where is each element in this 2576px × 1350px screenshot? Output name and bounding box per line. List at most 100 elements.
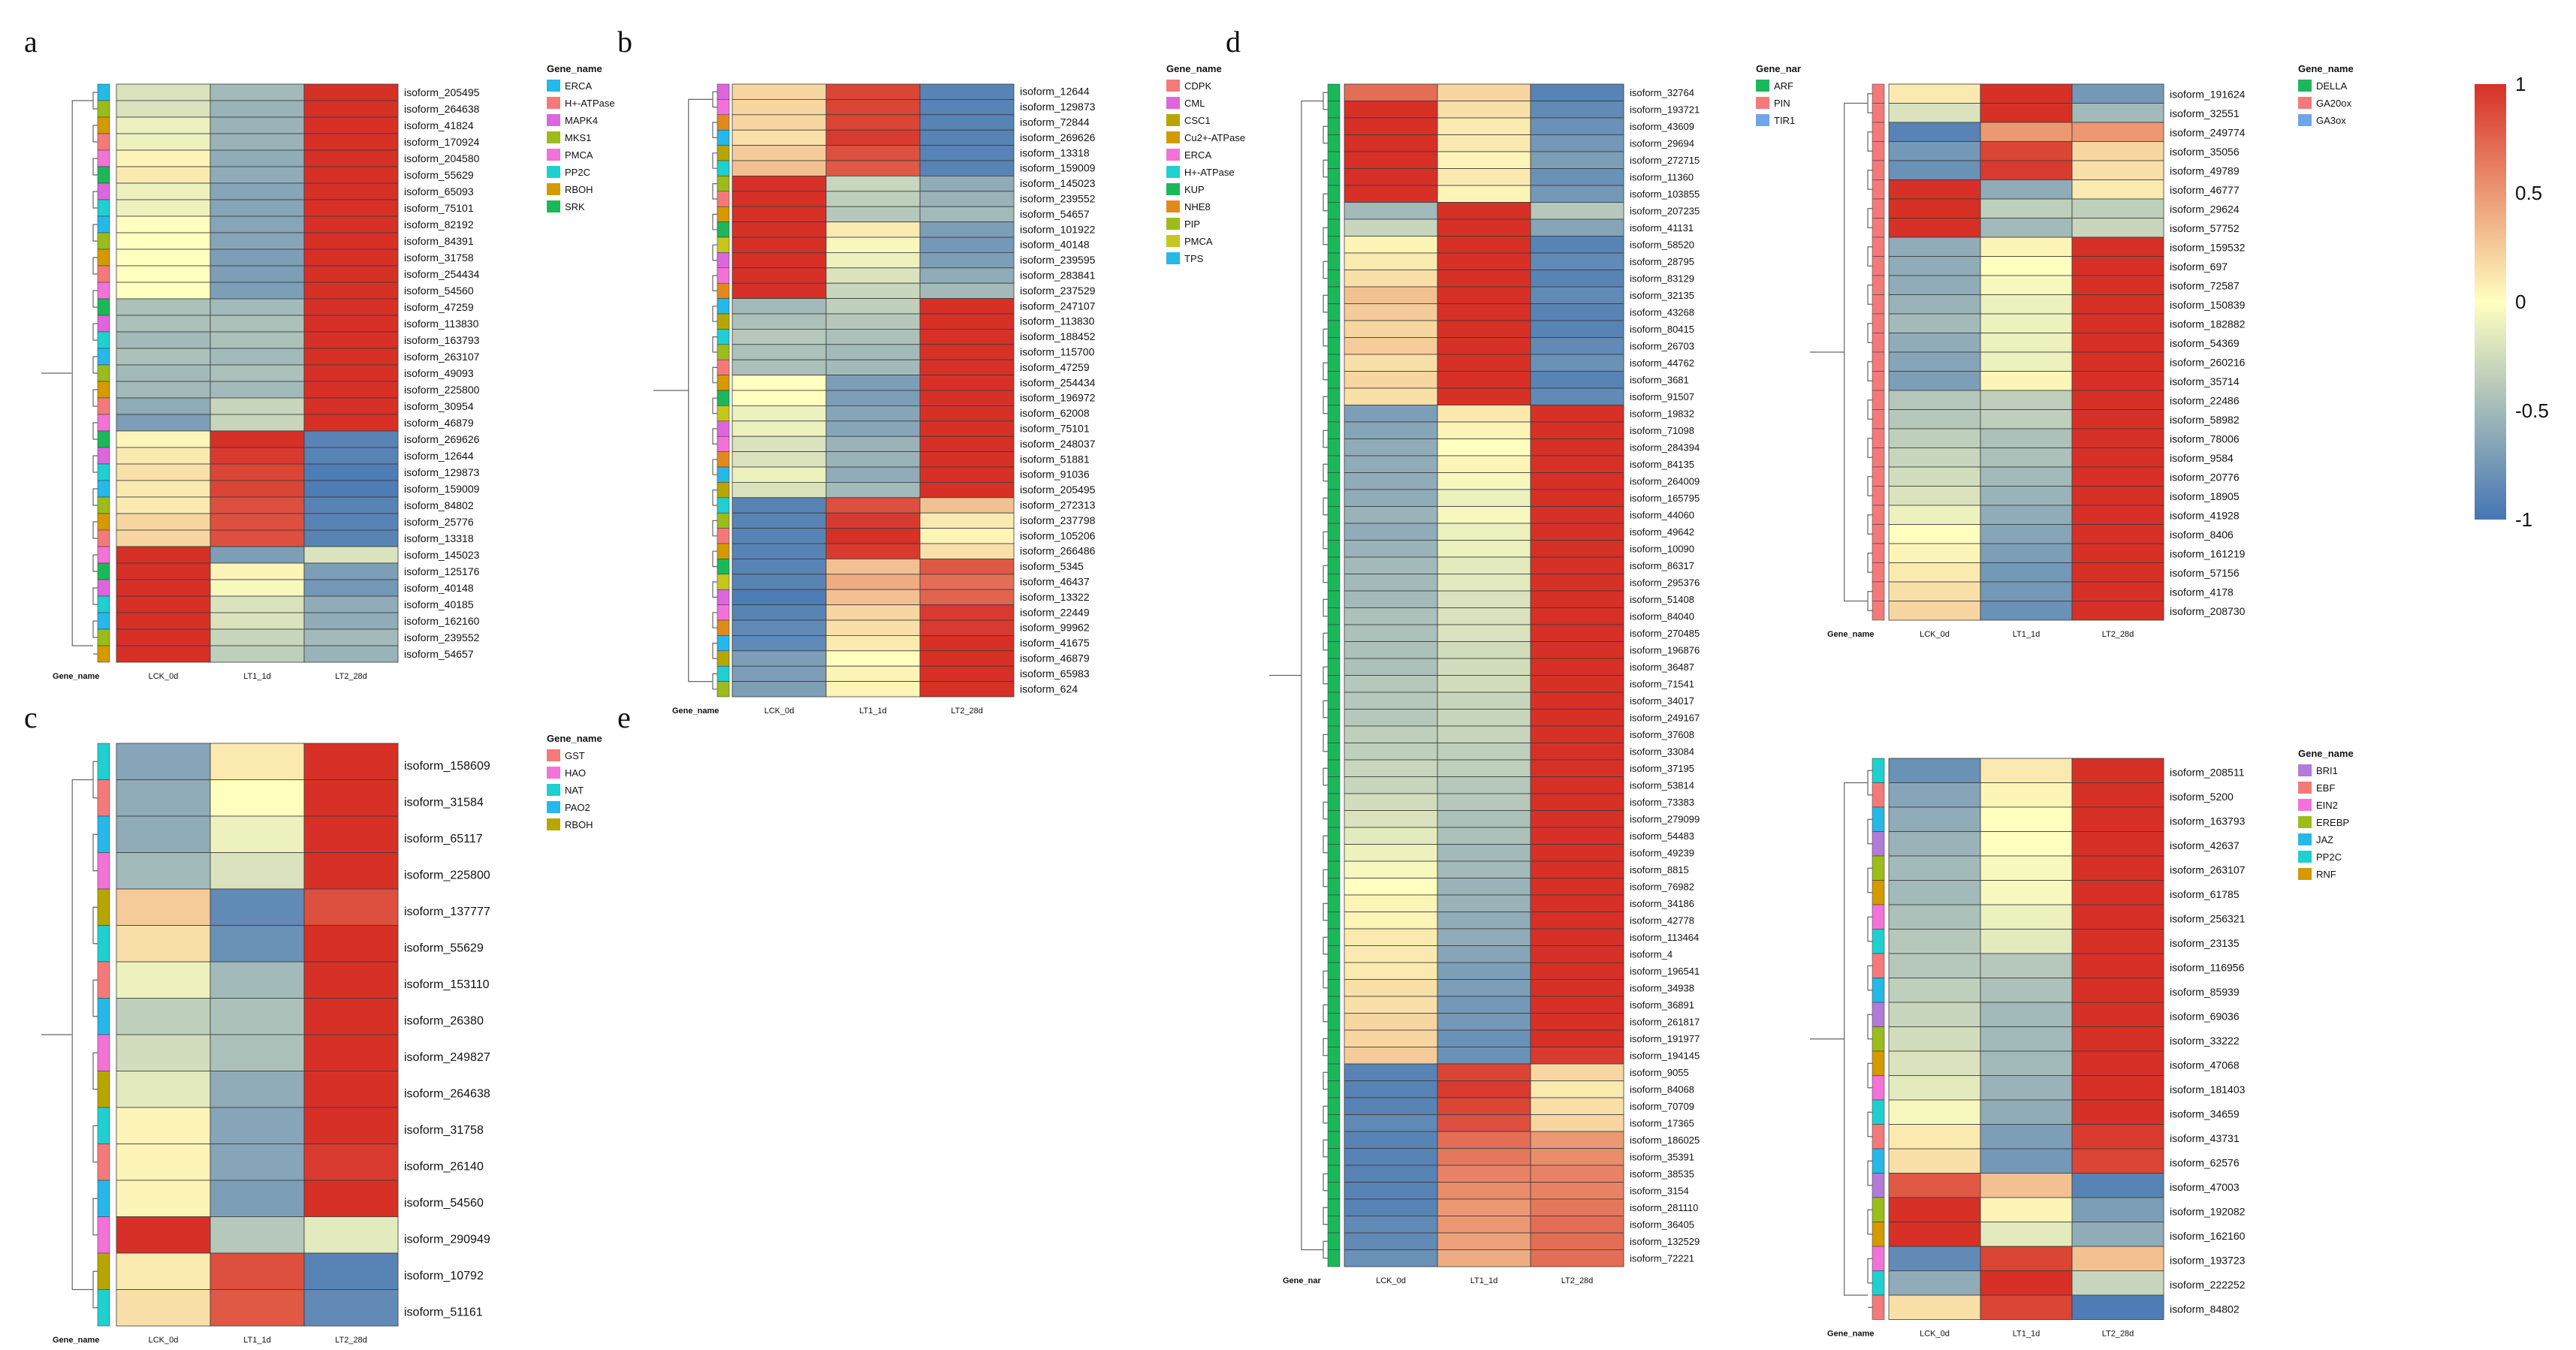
heatmap-cell (1437, 540, 1531, 558)
heatmap-cell (731, 328, 827, 345)
gene-name-bar (716, 313, 730, 330)
row-label: isoform_113830 (1020, 315, 1095, 327)
row-label: isoform_47259 (1020, 361, 1090, 373)
gene-name-bar (716, 176, 730, 192)
gene-name-bar (1872, 103, 1885, 123)
heatmap-cell (919, 114, 1015, 131)
heatmap-cell (1437, 709, 1531, 727)
heatmap-cell (210, 149, 305, 167)
legend-swatch (547, 149, 560, 161)
row-label: isoform_57156 (2170, 567, 2240, 579)
gene-name-axis-label: Gene_name (53, 1336, 99, 1345)
gene-name-bar (97, 298, 110, 316)
heatmap-cell (1888, 581, 1981, 601)
heatmap-cell (1980, 543, 2073, 563)
heatmap-cell (1980, 904, 2073, 930)
heatmap-cell (731, 129, 827, 146)
gene-name-bar (1872, 486, 1885, 506)
heatmap-cell (731, 512, 827, 529)
heatmap-cell (1344, 523, 1438, 541)
heatmap-cell (1437, 1080, 1531, 1098)
heatmap-cell (1344, 472, 1438, 490)
row-label: isoform_9584 (2170, 452, 2234, 464)
gene-name-bar (97, 133, 110, 151)
row-label: isoform_84068 (1630, 1084, 1694, 1095)
heatmap-cell (1530, 472, 1624, 490)
heatmap-cell (919, 390, 1015, 406)
heatmap-cell (1437, 354, 1531, 372)
heatmap-cell (1344, 776, 1438, 794)
row-label: isoform_205495 (404, 86, 480, 98)
row-label: isoform_159009 (404, 483, 480, 495)
row-label: isoform_193723 (2170, 1254, 2246, 1266)
row-label: isoform_26140 (404, 1160, 484, 1173)
heatmap-cell (210, 579, 305, 597)
column-label: LCK_0d (1920, 1330, 1950, 1339)
heatmap-cell (1530, 83, 1624, 101)
gene-name-bar (716, 375, 730, 391)
gene-name-bar (1872, 371, 1885, 391)
heatmap-cell (303, 645, 399, 663)
row-label: isoform_72844 (1020, 116, 1090, 128)
heatmap-cell (1980, 179, 2073, 200)
heatmap-cell (303, 298, 399, 316)
heatmap-cell (303, 282, 399, 300)
gene-name-bar (716, 221, 730, 238)
gene-name-bar (716, 252, 730, 269)
dendrogram (1269, 92, 1328, 1259)
heatmap-cell (825, 589, 921, 606)
heatmap-cell (1437, 574, 1531, 592)
row-label: isoform_8815 (1630, 864, 1689, 875)
legend-entry: PAO2 (565, 802, 590, 813)
heatmap-cell (825, 559, 921, 575)
heatmap-cell (303, 1216, 399, 1254)
row-label: isoform_35056 (2170, 146, 2240, 158)
heatmap-cell (1437, 844, 1531, 862)
heatmap-cell (919, 635, 1015, 652)
heatmap-cell (116, 612, 211, 630)
heatmap-cell (2071, 1222, 2164, 1247)
row-label: isoform_41131 (1630, 222, 1694, 234)
gene-name-bar (1872, 855, 1885, 881)
heatmap-cell (825, 252, 921, 269)
gene-name-bar (97, 925, 110, 963)
gene-name-bar (1327, 1080, 1341, 1098)
gene-name-bar (1327, 996, 1341, 1014)
gene-name-bar (1327, 894, 1341, 912)
heatmap-cell (2071, 409, 2164, 429)
heatmap-cell (1980, 160, 2073, 180)
gene-name-bar (97, 1289, 110, 1327)
legend-swatch (1166, 114, 1180, 126)
gene-name-bar (97, 331, 110, 349)
row-label: isoform_13318 (404, 532, 474, 544)
heatmap-cell (303, 116, 399, 134)
row-label: isoform_49642 (1630, 526, 1694, 538)
row-label: isoform_55629 (404, 942, 484, 954)
legend-swatch (547, 166, 560, 178)
heatmap-cell (2071, 1099, 2164, 1125)
heatmap-cell (919, 512, 1015, 529)
row-label: isoform_71541 (1630, 679, 1694, 690)
legend-entry: TPS (1184, 253, 1204, 264)
legend-entry: PMCA (565, 149, 593, 161)
heatmap-cell (1530, 641, 1624, 659)
legend-entry: MKS1 (565, 132, 591, 143)
row-label: isoform_159009 (1020, 162, 1096, 174)
heatmap-cell (303, 133, 399, 151)
heatmap-cell (825, 237, 921, 253)
heatmap-cell (210, 562, 305, 580)
legend-entry: GST (565, 750, 585, 761)
heatmap-cell (825, 98, 921, 116)
heatmap-cell (1437, 725, 1531, 743)
heatmap-cell (1530, 1131, 1624, 1149)
heatmap-cell (303, 998, 399, 1035)
heatmap-cell (1980, 855, 2073, 881)
gene-name-bar (97, 414, 110, 432)
heatmap-cell (1888, 198, 1981, 218)
row-label: isoform_10090 (1630, 544, 1694, 555)
heatmap-cell (1530, 320, 1624, 338)
heatmap-cell (303, 1144, 399, 1181)
heatmap-cell (210, 166, 305, 184)
heatmap-cell (116, 215, 211, 234)
